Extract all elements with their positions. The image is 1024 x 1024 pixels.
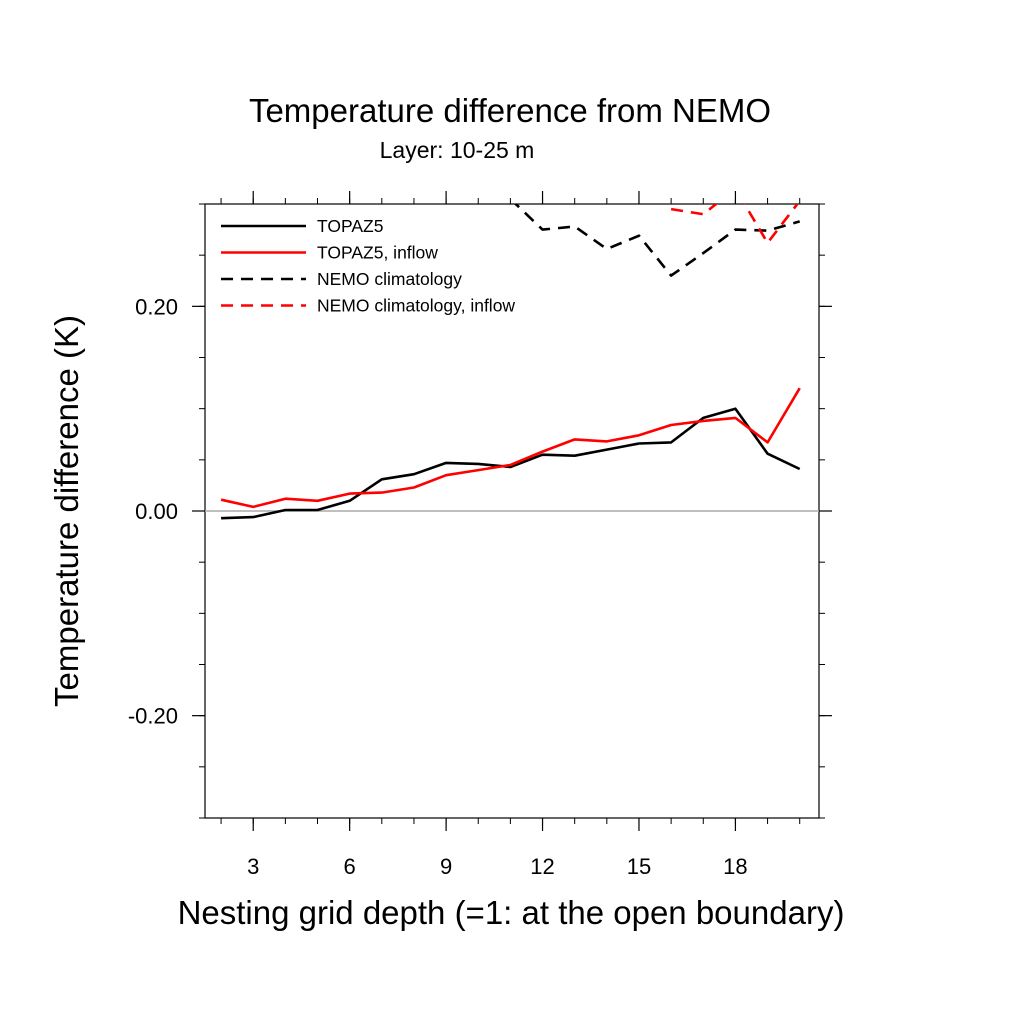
x-tick-label: 15 (627, 854, 651, 879)
legend-label: NEMO climatology, inflow (317, 296, 515, 316)
chart-subtitle: Layer: 10-25 m (380, 137, 535, 163)
series-line-3 (513, 204, 801, 277)
x-tick-label: 9 (440, 854, 452, 879)
legend-label: NEMO climatology (317, 269, 462, 289)
y-tick-label: 0.20 (135, 294, 178, 319)
x-tick-label: 6 (344, 854, 356, 879)
series-line-1 (221, 407, 801, 520)
y-axis-label: Temperature difference (K) (48, 315, 85, 707)
y-tick-label: 0.00 (135, 499, 178, 524)
y-axis-ticks: -0.20 0.00 0.20 (128, 294, 832, 729)
x-tick-label: 12 (530, 854, 554, 879)
series-line-4 (670, 204, 799, 245)
legend: TOPAZ5 TOPAZ5, inflow NEMO climatology NEMO… (221, 216, 515, 316)
legend-label: TOPAZ5, inflow (317, 243, 438, 263)
legend-label: TOPAZ5 (317, 216, 383, 236)
series-line-2 (220, 387, 801, 509)
chart-title: Temperature difference from NEMO (249, 92, 771, 129)
y-tick-label: -0.20 (128, 704, 178, 729)
x-tick-label: 3 (247, 854, 259, 879)
x-axis-label: Nesting grid depth (=1: at the open boun… (178, 894, 845, 931)
x-axis-ticks: 3 6 9 12 15 18 (247, 191, 748, 879)
x-tick-label: 18 (723, 854, 747, 879)
series-group (220, 204, 801, 520)
